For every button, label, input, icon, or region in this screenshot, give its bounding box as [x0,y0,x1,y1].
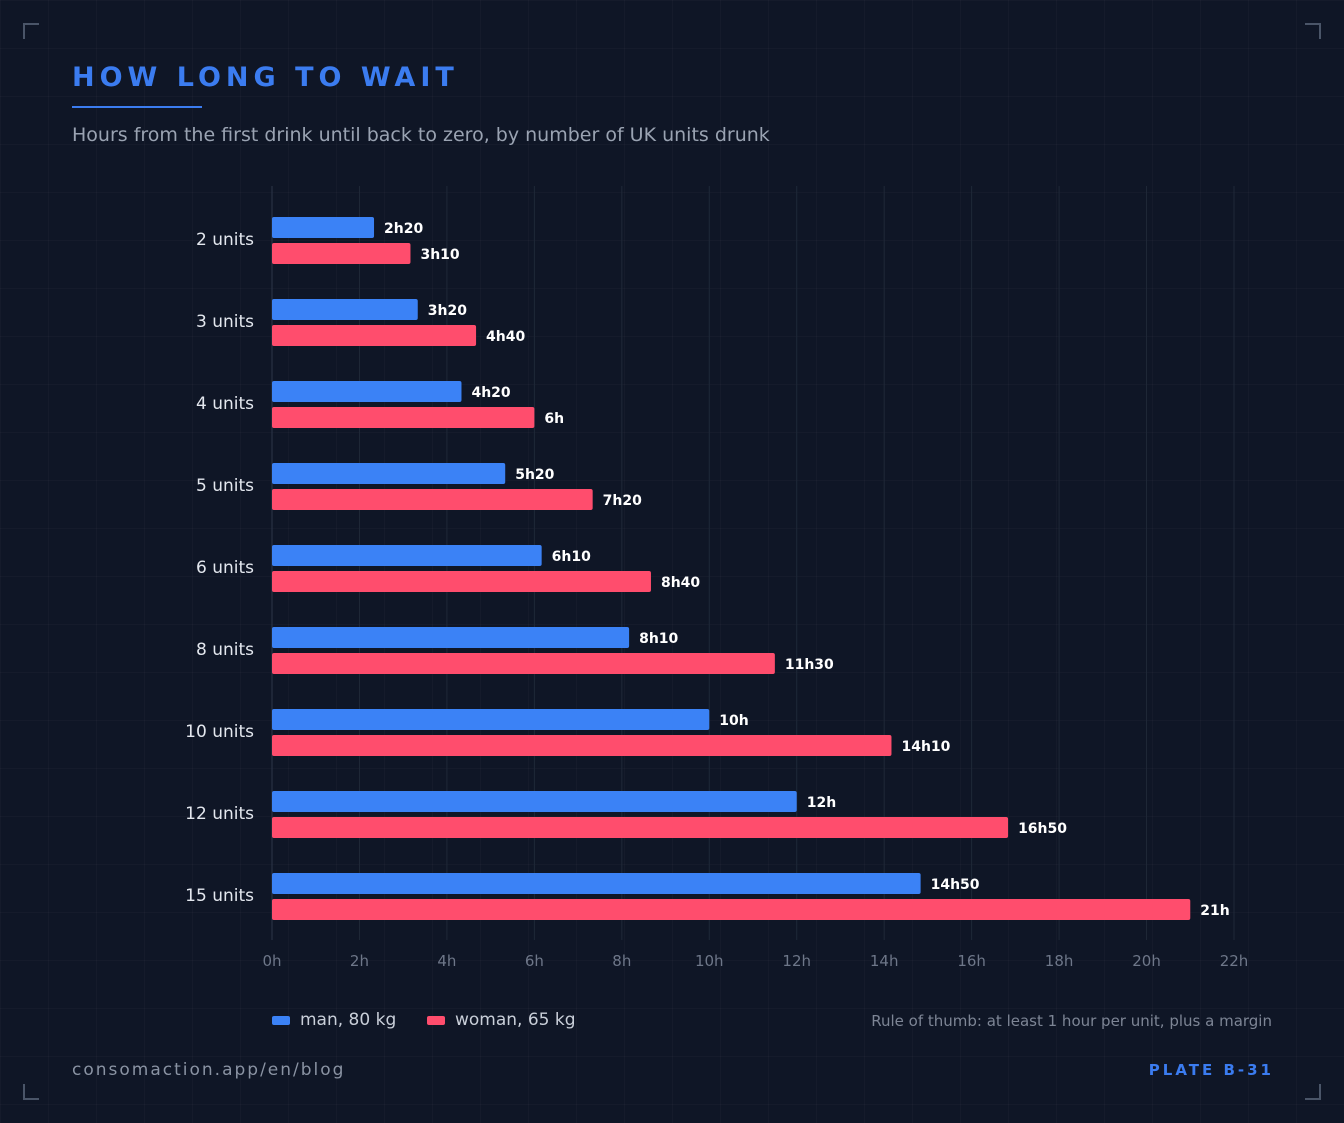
data-label: 3h10 [420,247,459,263]
bar-woman [272,243,411,264]
legend-item-woman: woman, 65 kg [427,1009,576,1031]
bar-chart: 0h 2h 4h 6h 8h 10h 12h 14h 16h 18h 20h 22h 2 units 2h… [185,186,1249,970]
bar-woman [272,899,1191,920]
category-label: 4 units [196,394,254,414]
bar-man [272,709,710,730]
footer-url: consomaction.app/en/blog [72,1060,346,1080]
corner-mark-top-left [23,23,39,39]
category-label: 10 units [185,722,254,742]
legend-swatch-woman [427,1015,445,1025]
data-label: 14h50 [931,877,980,893]
bar-woman [272,817,1009,838]
x-tick-label: 14h [870,952,899,970]
legend-label-man: man, 80 kg [300,1010,397,1030]
chart-subtitle: Hours from the first drink until back to… [72,124,770,146]
legend-label-woman: woman, 65 kg [455,1010,576,1030]
x-tick-label: 6h [525,952,544,970]
title-underline [72,106,202,108]
x-tick-label: 2h [350,952,369,970]
data-label: 4h40 [486,329,525,345]
bar-woman [272,325,477,346]
corner-mark-top-right [1305,23,1321,39]
category-label: 12 units [185,804,254,824]
bar-man [272,463,506,484]
category-label: 6 units [196,558,254,578]
bar-woman [272,571,651,592]
x-tick-label: 16h [957,952,986,970]
data-label: 8h40 [661,575,700,591]
data-label: 4h20 [471,385,510,401]
bar-man [272,217,375,238]
corner-mark-bottom-right [1305,1084,1321,1100]
bar-woman [272,489,593,510]
category-label: 3 units [196,312,254,332]
bar-man [272,627,630,648]
bar-woman [272,735,892,756]
category-label: 15 units [185,886,254,906]
data-label: 5h20 [515,467,554,483]
bar-man [272,873,921,894]
data-label: 21h [1200,903,1229,919]
data-label: 11h30 [785,657,834,673]
data-label: 14h10 [901,739,950,755]
x-tick-label: 10h [695,952,724,970]
bar-man [272,381,462,402]
x-tick-label: 22h [1220,952,1249,970]
x-tick-label: 0h [262,952,281,970]
category-label: 2 units [196,230,254,250]
data-label: 7h20 [603,493,642,509]
x-tick-label: 18h [1045,952,1074,970]
data-label: 16h50 [1018,821,1067,837]
bar-man [272,791,797,812]
x-tick-label: 20h [1132,952,1161,970]
corner-mark-bottom-left [23,1084,39,1100]
data-label: 8h10 [639,631,678,647]
bar-woman [272,653,775,674]
legend-swatch-man [272,1015,290,1025]
data-label: 6h [544,411,564,427]
rule-of-thumb-note: Rule of thumb: at least 1 hour per unit,… [871,1012,1272,1030]
data-label: 6h10 [552,549,591,565]
data-label: 10h [719,713,748,729]
category-label: 5 units [196,476,254,496]
plate-label: PLATE B-31 [1148,1061,1274,1079]
chart-title: HOW LONG TO WAIT [72,62,459,93]
x-tick-label: 12h [782,952,811,970]
x-tick-label: 8h [612,952,631,970]
data-label: 2h20 [384,221,423,237]
data-label: 12h [807,795,836,811]
bar-woman [272,407,535,428]
bar-man [272,299,418,320]
category-label: 8 units [196,640,254,660]
data-label: 3h20 [428,303,467,319]
legend-item-man: man, 80 kg [272,1009,396,1031]
x-tick-label: 4h [437,952,456,970]
bar-man [272,545,542,566]
